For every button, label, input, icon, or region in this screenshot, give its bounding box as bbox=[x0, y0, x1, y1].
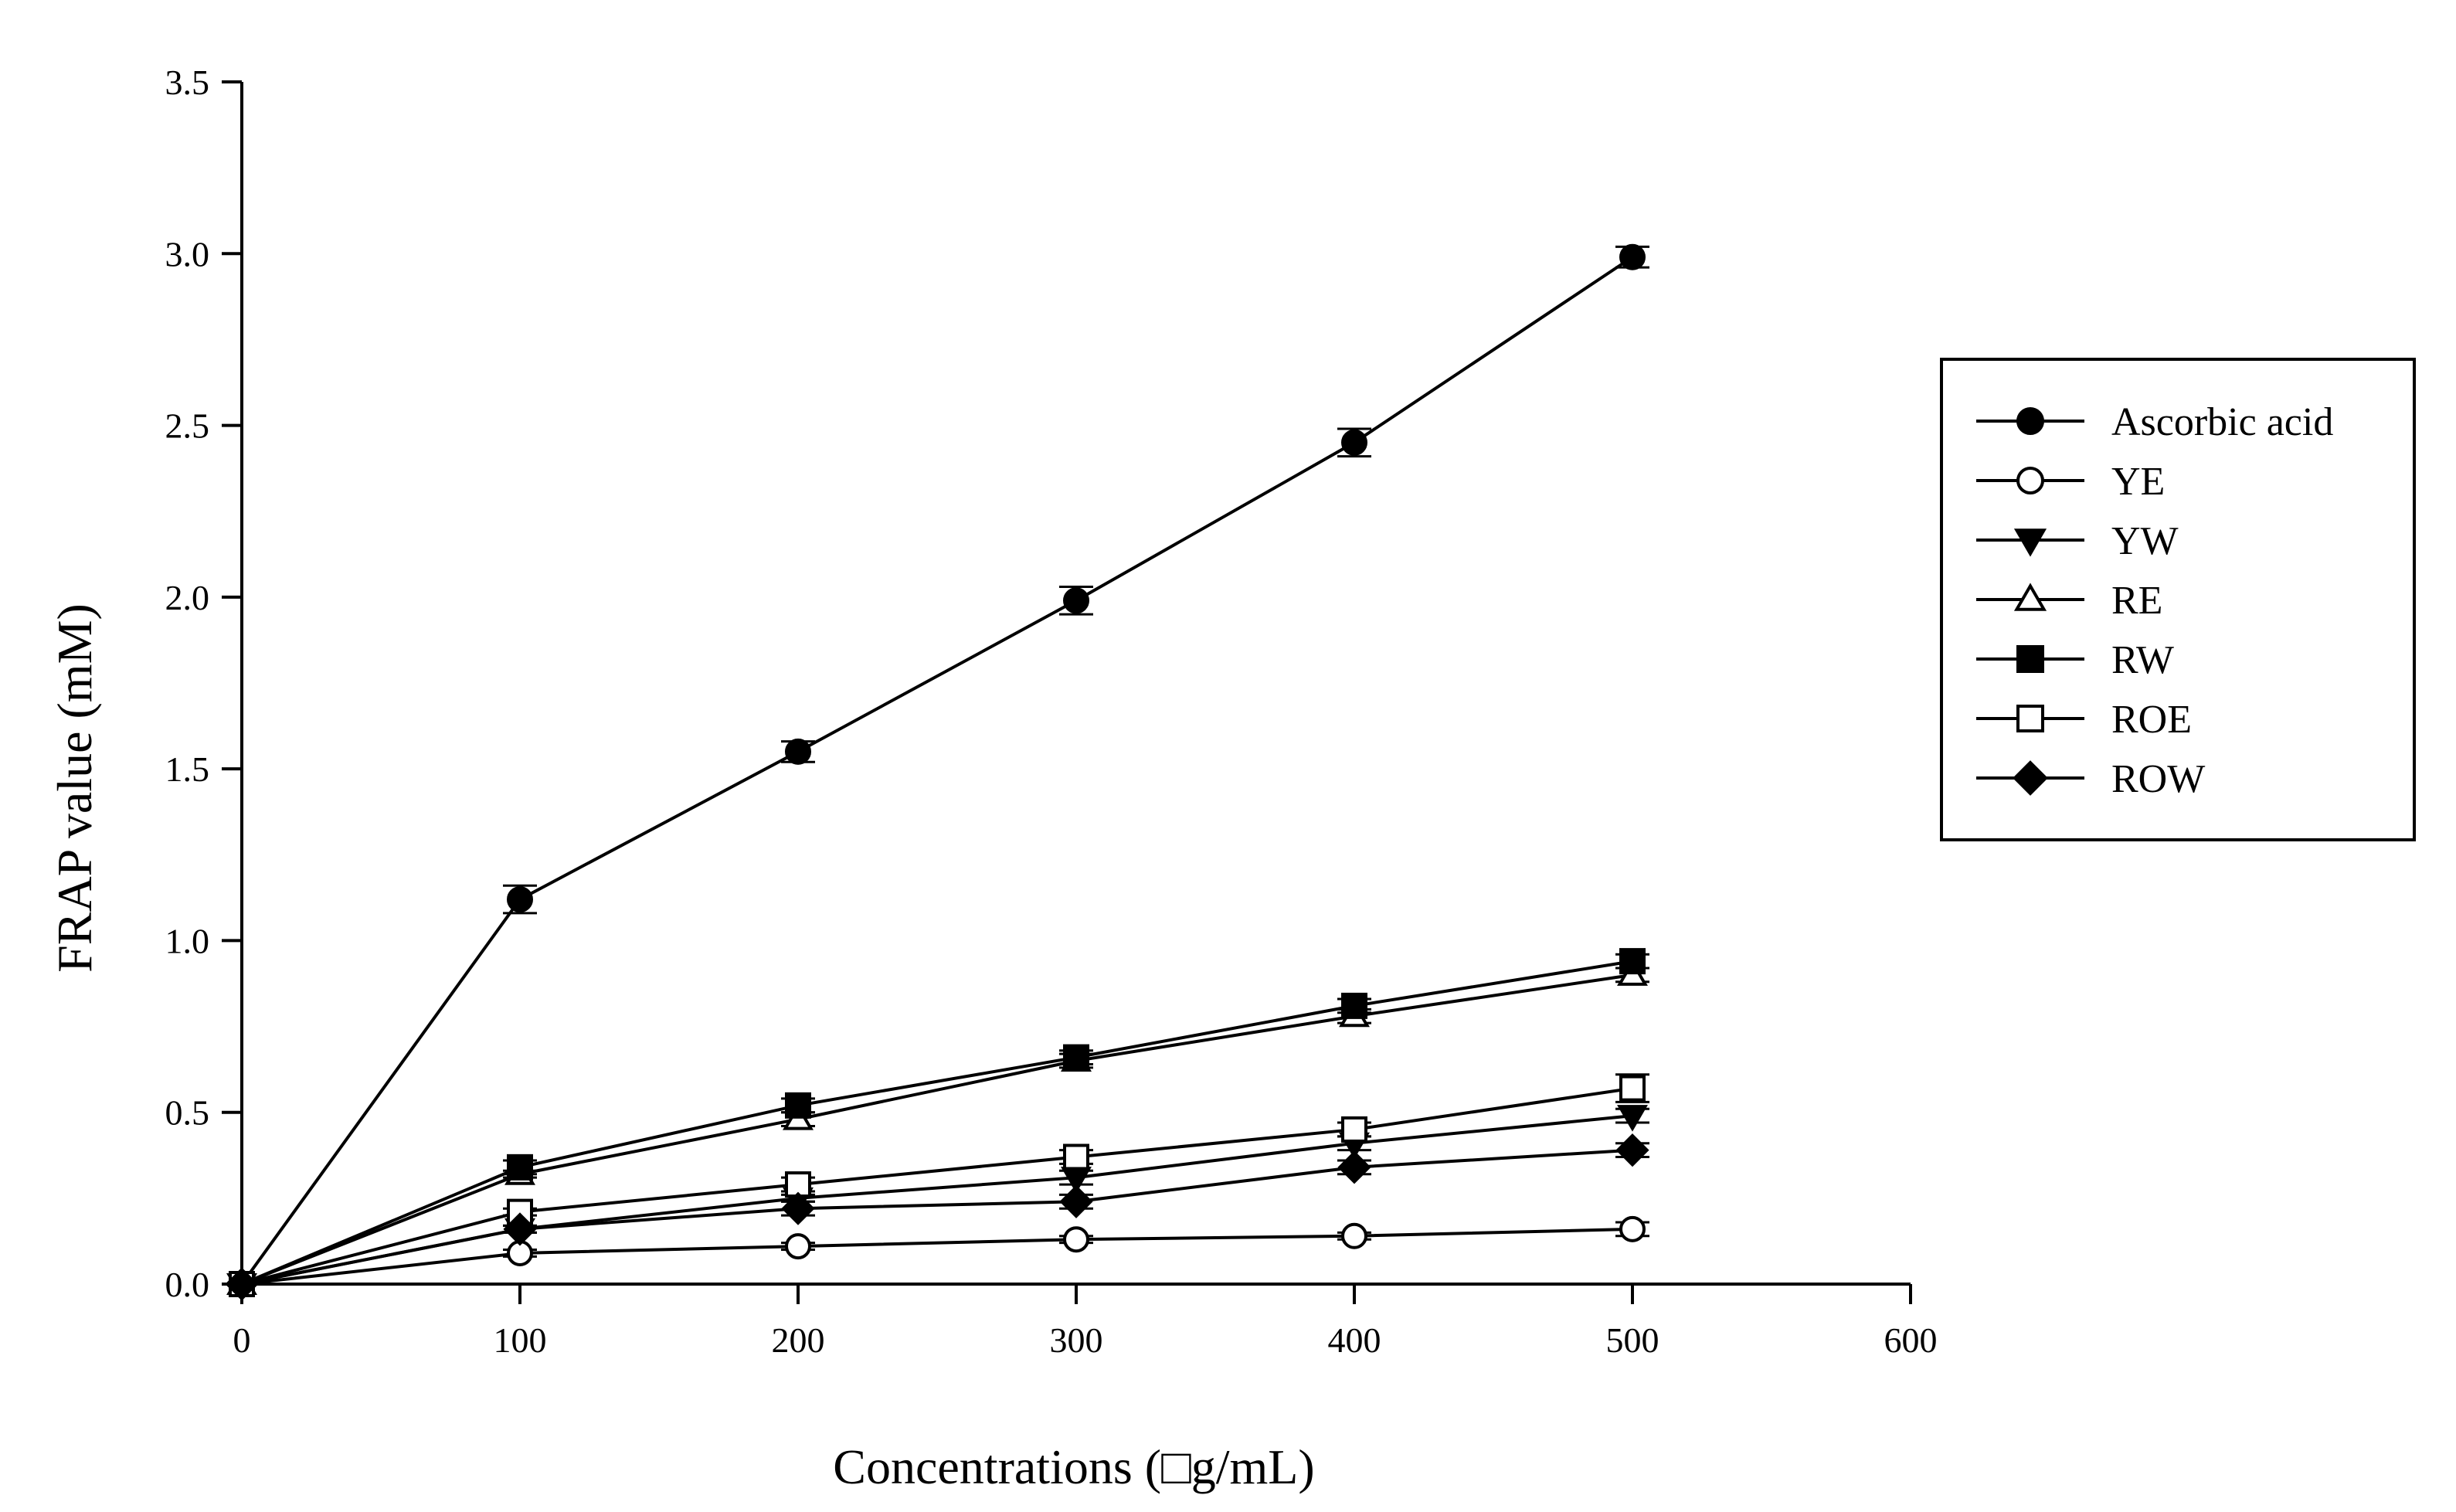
data-point bbox=[781, 1191, 815, 1225]
legend-marker bbox=[2016, 467, 2044, 494]
y-tick-label: 2.5 bbox=[165, 406, 210, 446]
data-point bbox=[1341, 1116, 1367, 1143]
series-line bbox=[241, 1148, 1633, 1286]
legend-label: ROW bbox=[2111, 757, 2205, 801]
data-point bbox=[1063, 1044, 1089, 1071]
legend-item: ROE bbox=[1976, 698, 2192, 742]
y-tick-label: 0.0 bbox=[165, 1265, 210, 1304]
y-tick-label: 2.0 bbox=[165, 578, 210, 617]
data-point bbox=[507, 886, 533, 913]
legend-item: YW bbox=[1976, 519, 2179, 563]
legend-label: RW bbox=[2111, 638, 2174, 682]
x-tick-label: 400 bbox=[1328, 1320, 1381, 1360]
legend-item: YE bbox=[1976, 460, 2165, 504]
data-point bbox=[1063, 1143, 1089, 1171]
series-ascorbic-acid bbox=[229, 243, 1649, 1297]
data-point bbox=[1619, 1075, 1646, 1102]
series-line bbox=[241, 973, 1633, 1286]
series-row bbox=[225, 1133, 1649, 1301]
legend-item: Ascorbic acid bbox=[1976, 400, 2333, 444]
data-point bbox=[1341, 1222, 1367, 1249]
y-tick-label: 1.5 bbox=[165, 749, 210, 789]
series-line bbox=[241, 1086, 1633, 1286]
series-line bbox=[241, 960, 1633, 1286]
legend-marker bbox=[2013, 528, 2047, 557]
x-tick-label: 200 bbox=[772, 1320, 825, 1360]
data-point bbox=[1619, 948, 1646, 975]
series-ye bbox=[229, 1215, 1649, 1297]
plot-area bbox=[225, 243, 1649, 1301]
x-tick-label: 0 bbox=[233, 1320, 251, 1360]
data-point bbox=[1341, 992, 1367, 1019]
legend-label: RE bbox=[2111, 579, 2162, 623]
x-axis-title: Concentrations (□g/mL) bbox=[833, 1439, 1314, 1494]
y-tick-label: 3.0 bbox=[165, 234, 210, 274]
data-point bbox=[1619, 243, 1646, 270]
data-point bbox=[785, 1233, 811, 1260]
x-tick-label: 600 bbox=[1884, 1320, 1938, 1360]
data-point bbox=[1617, 1105, 1648, 1132]
legend-marker bbox=[2016, 705, 2044, 732]
data-point bbox=[1063, 1226, 1089, 1253]
data-point bbox=[507, 1154, 533, 1181]
x-tick-label: 300 bbox=[1050, 1320, 1103, 1360]
series-line bbox=[240, 256, 1634, 1286]
legend-label: YE bbox=[2111, 460, 2165, 504]
legend-item: RE bbox=[1976, 579, 2162, 623]
axes: 0.0 0.5 1.0 1.5 2.0 2.5 3.0 3.5 0 100 200 300 400 500… bbox=[165, 63, 1938, 1360]
y-tick-label: 3.5 bbox=[165, 63, 210, 102]
data-point bbox=[1619, 1215, 1646, 1242]
legend-label: Ascorbic acid bbox=[2111, 400, 2333, 444]
data-point bbox=[1063, 587, 1089, 614]
data-point bbox=[785, 738, 811, 765]
x-tick-label: 100 bbox=[494, 1320, 547, 1360]
legend-item: ROW bbox=[1976, 757, 2205, 801]
series-line bbox=[241, 1227, 1633, 1286]
data-point bbox=[225, 1267, 259, 1301]
legend-item: RW bbox=[1976, 638, 2174, 682]
data-point bbox=[1341, 429, 1367, 456]
data-point bbox=[1615, 1133, 1649, 1167]
data-point bbox=[1059, 1184, 1093, 1218]
y-tick-label: 0.5 bbox=[165, 1093, 210, 1133]
legend-marker bbox=[2013, 760, 2048, 796]
data-point bbox=[785, 1092, 811, 1119]
x-tick-label: 500 bbox=[1606, 1320, 1659, 1360]
legend-marker bbox=[2016, 645, 2044, 673]
series-line bbox=[241, 1114, 1633, 1286]
legend-marker bbox=[2016, 407, 2044, 435]
data-point bbox=[503, 1212, 537, 1246]
y-tick-label: 1.0 bbox=[165, 921, 210, 960]
y-axis-title: FRAP value (mM) bbox=[47, 603, 102, 973]
legend: Ascorbic acid YE YW RE RW ROE ROW bbox=[1940, 358, 2416, 841]
legend-marker bbox=[2013, 583, 2047, 611]
legend-label: YW bbox=[2111, 519, 2179, 563]
series-yw bbox=[226, 1105, 1649, 1300]
data-point bbox=[1337, 1150, 1371, 1184]
legend-label: ROE bbox=[2111, 698, 2192, 742]
